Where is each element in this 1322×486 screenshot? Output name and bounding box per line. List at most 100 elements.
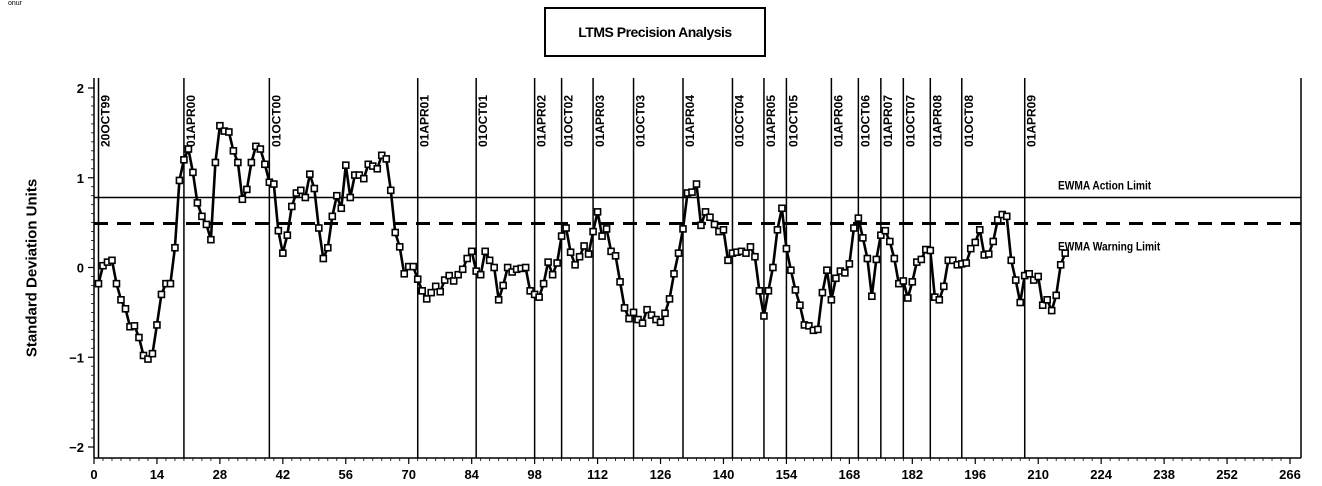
data-point-marker: [157, 290, 166, 299]
data-point-marker: [993, 216, 1002, 224]
date-marker-label: 01APR01: [418, 95, 432, 147]
data-point-marker: [490, 263, 498, 272]
data-point-marker: [108, 256, 116, 265]
chart-title-box: LTMS Precision Analysis: [544, 7, 766, 57]
data-point-marker: [382, 155, 391, 163]
data-point-marker: [247, 158, 256, 167]
data-point-marker: [261, 160, 269, 169]
y-tick-label: 1: [77, 171, 84, 186]
data-point-marker: [171, 243, 179, 252]
data-point-marker: [692, 180, 701, 188]
data-point-marker: [706, 213, 714, 222]
data-point-marker: [742, 249, 750, 257]
y-tick-label: −1: [69, 350, 84, 365]
data-point-marker: [602, 225, 611, 233]
data-point-marker: [422, 295, 431, 303]
y-tick-label: 0: [77, 261, 84, 276]
date-marker-label: 01OCT00: [269, 95, 283, 147]
data-point-marker: [764, 287, 773, 295]
data-point-marker: [288, 202, 296, 211]
data-point-marker: [521, 263, 530, 272]
data-point-marker: [665, 295, 674, 303]
data-point-marker: [782, 244, 791, 253]
data-point-marker: [130, 322, 139, 330]
data-point-marker: [135, 333, 143, 342]
x-tick-label: 98: [527, 467, 541, 482]
data-point-marker: [454, 270, 462, 279]
data-point-marker: [755, 287, 764, 295]
data-point-marker: [746, 243, 755, 251]
x-tick-label: 42: [276, 467, 290, 482]
data-point-marker: [1034, 272, 1043, 281]
data-point-marker: [463, 254, 471, 263]
data-point-marker: [121, 304, 130, 313]
data-point-marker: [841, 269, 849, 277]
data-point-marker: [625, 314, 633, 323]
data-point-marker: [279, 249, 287, 257]
data-point-marker: [539, 279, 548, 288]
data-point-marker: [386, 186, 395, 195]
data-point-marker: [238, 195, 247, 204]
data-point-marker: [751, 252, 759, 261]
data-point-marker: [1002, 212, 1011, 221]
x-tick-label: 0: [90, 467, 97, 482]
data-point-marker: [948, 256, 957, 265]
data-point-marker: [984, 250, 993, 258]
data-point-marker: [638, 319, 647, 327]
date-marker-label: 01APR00: [184, 95, 198, 147]
data-point-marker: [503, 263, 512, 272]
data-point-marker: [175, 176, 184, 185]
data-point-marker: [409, 262, 418, 271]
data-point-marker: [1061, 249, 1069, 257]
date-marker-label: 01APR08: [930, 95, 944, 147]
data-point-marker: [827, 296, 836, 304]
data-point-marker: [202, 220, 211, 229]
data-point-marker: [724, 256, 732, 265]
data-point-marker: [553, 259, 561, 267]
data-point-marker: [611, 252, 620, 260]
data-point-marker: [270, 180, 278, 188]
data-point-marker: [144, 355, 152, 363]
data-point-marker: [346, 193, 355, 202]
date-marker-label: 01APR06: [831, 95, 845, 147]
data-point-marker: [1025, 269, 1034, 278]
data-point-marker: [476, 270, 485, 279]
date-marker-label: 01OCT01: [476, 95, 490, 147]
data-point-marker: [256, 145, 265, 153]
date-marker-label: 01APR03: [593, 95, 607, 147]
x-tick-label: 56: [339, 467, 353, 482]
x-tick-label: 70: [402, 467, 416, 482]
data-point-marker: [112, 279, 121, 288]
x-tick-label: 168: [839, 467, 861, 482]
data-point-marker: [989, 237, 998, 246]
data-point-marker: [975, 226, 984, 234]
data-point-marker: [234, 158, 242, 167]
x-tick-label: 14: [150, 467, 165, 482]
data-point-marker: [180, 156, 188, 164]
data-point-marker: [769, 263, 777, 272]
data-point-marker: [593, 208, 602, 216]
data-point-marker: [656, 318, 665, 327]
ewma-warning-limit-label: EWMA Warning Limit: [1058, 241, 1161, 254]
data-point-marker: [832, 274, 840, 283]
data-point-marker: [359, 174, 368, 183]
data-point-marker: [485, 256, 494, 265]
data-point-marker: [229, 147, 238, 155]
data-point-marker: [445, 271, 454, 280]
data-point-marker: [818, 288, 827, 297]
data-point-marker: [1056, 261, 1065, 269]
data-point-marker: [436, 287, 445, 296]
date-marker-label: 01APR09: [1025, 95, 1039, 147]
data-point-marker: [193, 199, 202, 207]
data-point-marker: [859, 234, 867, 242]
date-marker-label: 01APR02: [535, 95, 549, 147]
data-point-marker: [319, 254, 328, 263]
data-point-marker: [904, 294, 912, 302]
data-point-marker: [341, 161, 350, 169]
x-tick-label: 252: [1216, 467, 1238, 482]
data-point-marker: [935, 296, 944, 304]
data-point-marker: [207, 235, 215, 244]
data-point-marker: [647, 311, 656, 319]
data-point-marker: [823, 266, 831, 274]
data-point-marker: [868, 292, 876, 301]
